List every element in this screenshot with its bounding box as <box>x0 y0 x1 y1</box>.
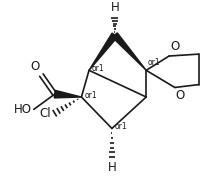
Text: O: O <box>176 89 185 102</box>
Polygon shape <box>89 33 117 70</box>
Text: or1: or1 <box>115 122 127 131</box>
Text: or1: or1 <box>92 64 104 73</box>
Text: or1: or1 <box>148 57 161 67</box>
Text: H: H <box>110 1 119 14</box>
Polygon shape <box>112 33 146 70</box>
Text: HO: HO <box>14 103 32 116</box>
Text: or1: or1 <box>84 91 97 100</box>
Text: H: H <box>108 161 116 174</box>
Text: O: O <box>170 40 179 53</box>
Text: O: O <box>30 60 39 73</box>
Text: Cl: Cl <box>39 107 51 120</box>
Polygon shape <box>54 90 81 98</box>
